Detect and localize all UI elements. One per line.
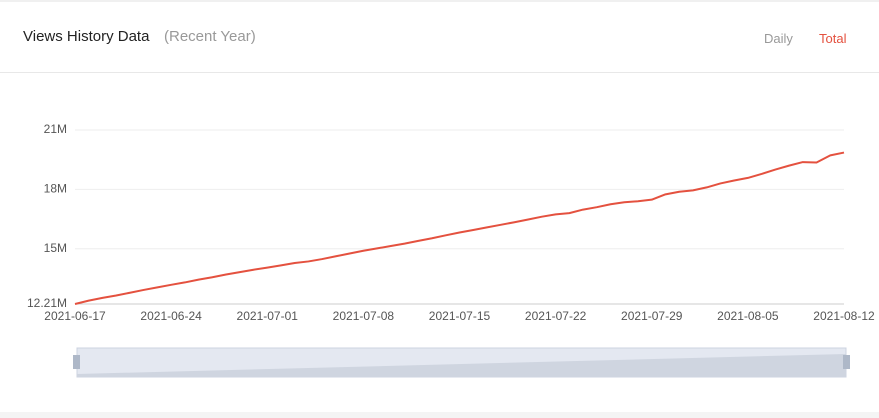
x-tick-label: 2021-07-29 <box>621 309 683 323</box>
x-tick-label: 2021-08-05 <box>717 309 779 323</box>
y-tick-label: 21M <box>44 122 67 136</box>
tab-total[interactable]: Total <box>819 31 847 46</box>
y-tick-label: 15M <box>44 241 67 255</box>
x-tick-label: 2021-06-17 <box>44 309 106 323</box>
x-tick-label: 2021-07-15 <box>429 309 491 323</box>
y-tick-label: 18M <box>44 182 67 196</box>
title: Views History Data <box>23 28 150 45</box>
x-tick-label: 2021-07-08 <box>333 309 395 323</box>
x-tick-label: 2021-07-01 <box>237 309 299 323</box>
y-tick-label: 12.21M <box>27 296 67 310</box>
x-tick-label: 2021-08-12 <box>813 309 875 323</box>
x-tick-label: 2021-07-22 <box>525 309 587 323</box>
line <box>74 151 845 305</box>
slider-preview <box>77 354 846 377</box>
footer-bar <box>0 412 879 418</box>
slider-handle[interactable] <box>73 355 80 369</box>
header: Views History Data (Recent Year) Daily T… <box>0 2 879 73</box>
subtitle: (Recent Year) <box>164 28 256 45</box>
slider-handle[interactable] <box>843 355 850 369</box>
zoom-slider[interactable] <box>73 347 850 378</box>
x-tick-label: 2021-06-24 <box>140 309 202 323</box>
tab-daily[interactable]: Daily <box>764 31 793 46</box>
